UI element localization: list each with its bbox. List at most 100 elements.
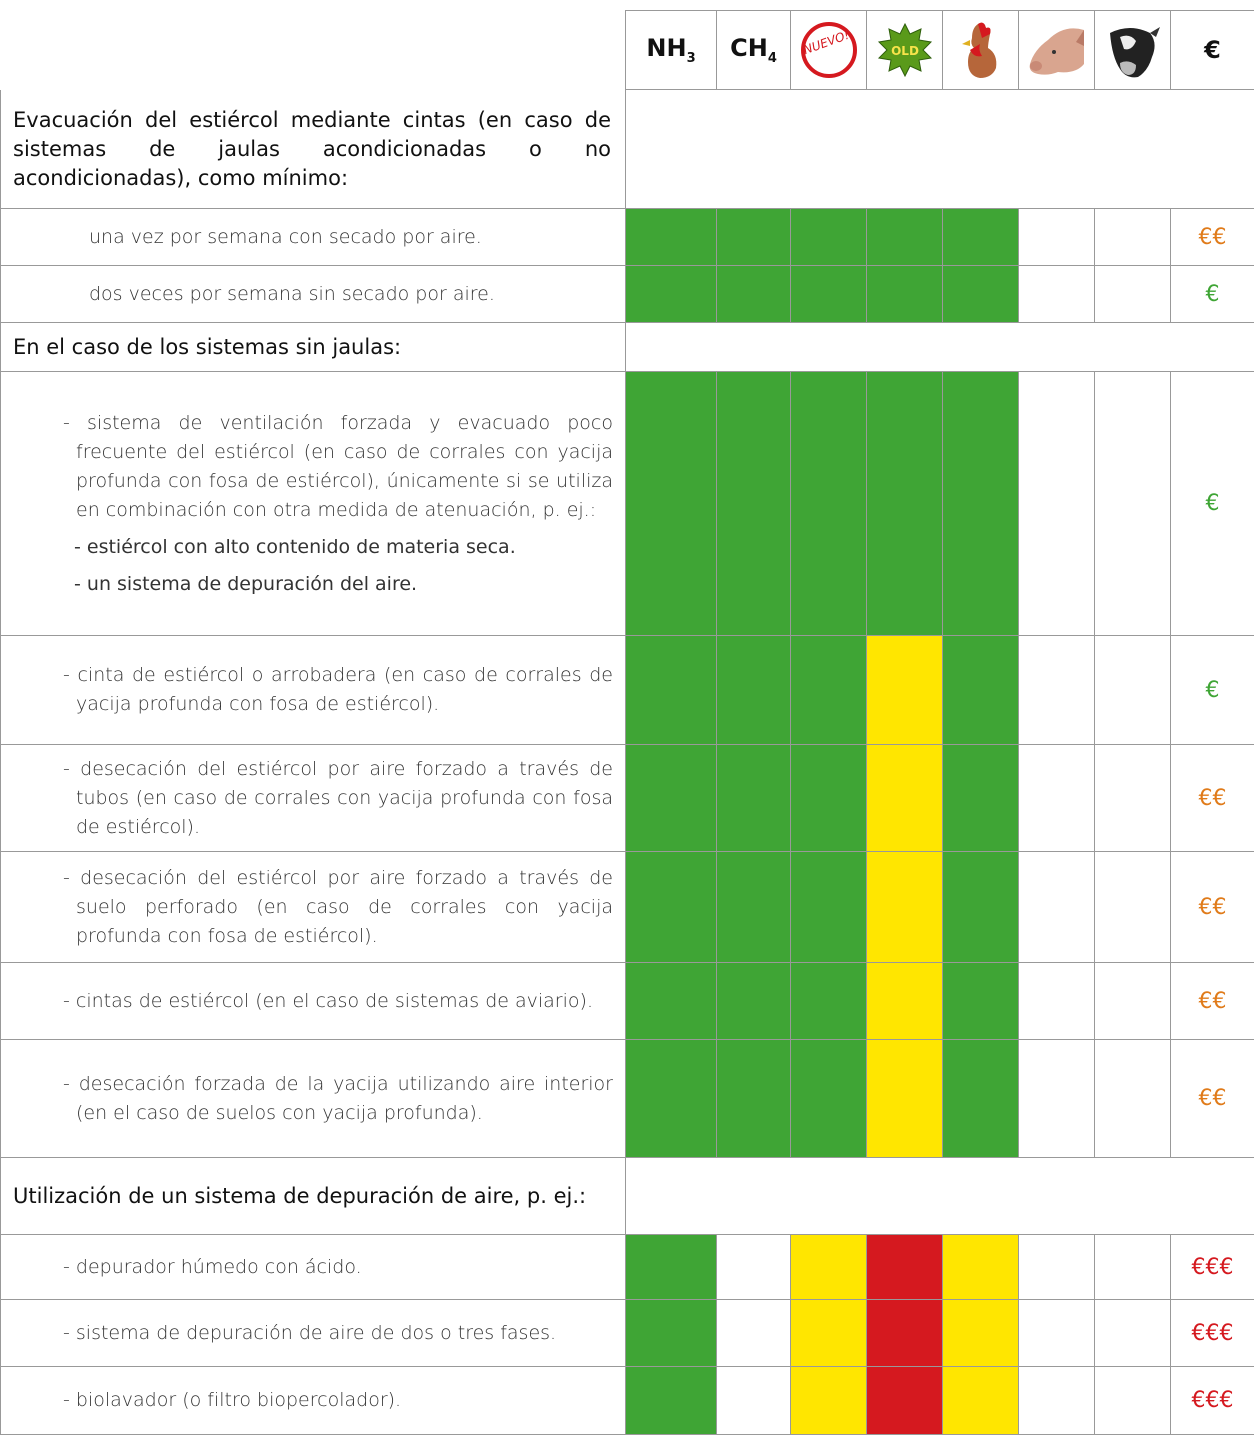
rating-cell (790, 1235, 866, 1300)
rating-cell (1018, 266, 1094, 323)
rating-cell (1094, 745, 1170, 852)
rating-cell (625, 1367, 716, 1435)
rating-cell (866, 1367, 942, 1435)
rating-cell (1018, 372, 1094, 636)
rating-cell (942, 963, 1018, 1040)
item-text: - sistema de ventilación forzada y evacu… (63, 411, 613, 521)
nh3-text: NH (646, 34, 687, 63)
rating-cell (716, 963, 790, 1040)
rating-cell (866, 266, 942, 323)
sub-item: - un sistema de depuración del aire. (74, 572, 418, 595)
cost-cell: € (1170, 266, 1254, 323)
rating-cell (1018, 963, 1094, 1040)
item-cell: - depurador húmedo con ácido. (0, 1235, 625, 1300)
rating-cell (790, 1300, 866, 1367)
blank-cell (625, 323, 1254, 372)
rating-cell (716, 1235, 790, 1300)
rating-cell (866, 636, 942, 745)
rating-cell (942, 1040, 1018, 1158)
rating-cell (790, 636, 866, 745)
nh3-label: NH3 (646, 34, 695, 66)
rating-cell (790, 372, 866, 636)
rating-cell (1018, 1235, 1094, 1300)
old-icon: OLD (877, 22, 932, 78)
rating-cell (625, 266, 716, 323)
item-text: - desecación del estiércol por aire forz… (63, 866, 613, 947)
header-cost: € (1170, 10, 1254, 90)
rating-cell (1094, 852, 1170, 963)
rating-cell (1094, 1367, 1170, 1435)
section-heading: Utilización de un sistema de depuración … (13, 1183, 587, 1208)
rating-cell (942, 209, 1018, 266)
rating-cell (790, 266, 866, 323)
rating-cell (1094, 963, 1170, 1040)
rating-cell (866, 1300, 942, 1367)
cost-cell: €€ (1170, 963, 1254, 1040)
old-icon-text: OLD (891, 44, 919, 58)
cost-cell: €€ (1170, 1040, 1254, 1158)
cost-cell: €€€ (1170, 1235, 1254, 1300)
rating-cell (942, 266, 1018, 323)
rating-cell (625, 636, 716, 745)
rating-cell (1018, 1300, 1094, 1367)
rating-cell (866, 963, 942, 1040)
rating-cell (716, 372, 790, 636)
rating-cell (716, 1300, 790, 1367)
cow-icon (1109, 27, 1160, 78)
rating-cell (716, 266, 790, 323)
section-heading-cell: Utilización de un sistema de depuración … (0, 1158, 625, 1235)
rating-cell (716, 1367, 790, 1435)
item-text: dos veces por semana sin secado por aire… (89, 282, 495, 305)
cost-cell: €€ (1170, 209, 1254, 266)
cost-cell: €€ (1170, 745, 1254, 852)
rating-cell (790, 745, 866, 852)
header-nh3: NH3 (625, 10, 716, 90)
section-heading-cell: En el caso de los sistemas sin jaulas: (0, 323, 625, 372)
rating-cell (866, 852, 942, 963)
rating-cell (942, 745, 1018, 852)
rating-cell (942, 372, 1018, 636)
rating-cell (1094, 209, 1170, 266)
item-text: - cinta de estiércol o arrobadera (en ca… (63, 664, 613, 715)
item-text: - biolavador (o filtro biopercolador). (63, 1389, 402, 1411)
hen-icon (961, 22, 996, 79)
cost-cell: €€ (1170, 852, 1254, 963)
item-cell: - desecación forzada de la yacija utiliz… (0, 1040, 625, 1158)
rating-cell (866, 745, 942, 852)
rating-cell (1018, 1367, 1094, 1435)
item-cell: una vez por semana con secado por aire. (0, 209, 625, 266)
header-cow (1094, 10, 1170, 90)
item-cell: - desecación del estiércol por aire forz… (0, 745, 625, 852)
item-cell: - biolavador (o filtro biopercolador). (0, 1367, 625, 1435)
item-cell: - desecación del estiércol por aire forz… (0, 852, 625, 963)
rating-cell (625, 1235, 716, 1300)
header-old: OLD (866, 10, 942, 90)
rating-cell (942, 1367, 1018, 1435)
rating-cell (866, 1235, 942, 1300)
ch4-sub: 4 (767, 50, 777, 66)
cost-cell: €€€ (1170, 1300, 1254, 1367)
rating-cell (1094, 636, 1170, 745)
rating-cell (790, 1040, 866, 1158)
item-cell: - cintas de estiércol (en el caso de sis… (0, 963, 625, 1040)
rating-cell (1094, 1040, 1170, 1158)
rating-cell (716, 636, 790, 745)
section-heading: En el caso de los sistemas sin jaulas: (13, 334, 402, 359)
item-cell: - sistema de depuración de aire de dos o… (0, 1300, 625, 1367)
header-hen (942, 10, 1018, 90)
rating-cell (866, 372, 942, 636)
rating-cell (716, 745, 790, 852)
item-text: - cintas de estiércol (en el caso de sis… (63, 989, 593, 1012)
header-ch4: CH4 (716, 10, 790, 90)
rating-cell (625, 852, 716, 963)
ch4-label: CH4 (730, 34, 777, 66)
rating-cell (1094, 266, 1170, 323)
rating-cell (942, 1300, 1018, 1367)
rating-cell (716, 852, 790, 963)
nh3-sub: 3 (686, 50, 696, 66)
new-icon: NUEVO! (800, 22, 857, 78)
rating-cell (625, 963, 716, 1040)
item-text: - desecación forzada de la yacija utiliz… (63, 1072, 613, 1124)
rating-cell (790, 852, 866, 963)
